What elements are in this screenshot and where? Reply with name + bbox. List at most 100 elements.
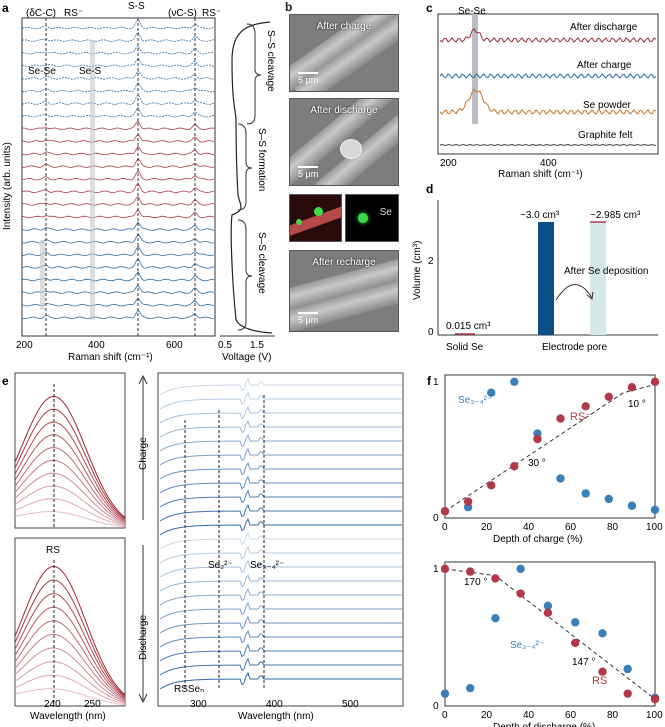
data-point [650, 505, 660, 515]
data-point [627, 383, 637, 392]
raman-trace [21, 245, 215, 257]
raman-trace [21, 106, 215, 118]
raman-trace [21, 182, 215, 194]
panel-e-right-xtick-400: 400 [266, 699, 283, 710]
series-label: Se₃₋₄²⁻ [510, 640, 544, 651]
panel-e-rssen-label: RSSeₙ [174, 684, 204, 695]
stage-label-3: S–S cleavage [256, 232, 267, 294]
x-tick-label: 20 [481, 710, 493, 721]
panel-a-traces [21, 18, 215, 320]
uv-curve [14, 447, 126, 523]
sem-label: After charge [316, 21, 372, 32]
y-tick-label: 1 [433, 377, 439, 388]
y-tick-label: 1 [433, 564, 439, 575]
data-point [623, 664, 632, 674]
eds-se-map: Se [345, 194, 399, 242]
se-s-highlight [90, 40, 95, 320]
raman-trace [21, 271, 214, 282]
raman-trace [21, 284, 215, 294]
label-rs-1: RS⁻ [64, 8, 83, 19]
panel-b: b After charge 5 μm After discharge 5 μm… [285, 0, 400, 340]
data-point [543, 608, 553, 617]
panel-letter-e: e [2, 374, 9, 388]
x-tick-label: 80 [607, 522, 619, 533]
bar-label-pore: ~3.0 cm³ [520, 210, 560, 221]
se-particle [340, 139, 362, 159]
panel-e-left-xtick-240: 240 [44, 699, 61, 710]
uv-curve [14, 472, 126, 525]
raman-trace [21, 145, 215, 156]
x-tick-label: 100 [646, 710, 663, 721]
eds-overlay-image [289, 194, 342, 242]
x-tick-label: 0 [442, 710, 448, 721]
panel-c-trace-graphite-felt [439, 143, 656, 147]
sem-scale-bar: 5 μm [298, 312, 319, 325]
eds-se-label: Se [379, 207, 392, 218]
uv-spectrum [159, 671, 402, 690]
eds-se-dot [314, 207, 323, 216]
panel-a-xtick-200: 200 [16, 340, 33, 351]
panel-c-xlabel: Raman shift (cm⁻¹) [498, 169, 583, 180]
stage-label-1: S–S cleavage [265, 30, 276, 92]
raman-trace [21, 157, 215, 168]
panel-e-left-xtick-250: 250 [84, 699, 101, 710]
bracket-3 [237, 219, 253, 331]
uv-curve [14, 593, 126, 698]
panel-d-ylabel: Volume (cm³) [412, 241, 423, 300]
uv-curve [14, 633, 126, 701]
panel-c-legend-after-discharge: After discharge [570, 22, 638, 33]
uv-spectrum [159, 419, 402, 438]
deposition-arrow [555, 284, 593, 301]
panel-c-legend-after-charge: After charge [577, 60, 632, 71]
data-point [516, 589, 525, 598]
panel-e-left-xlabel: Wavelength (nm) [30, 711, 106, 722]
scatter-frame [444, 561, 656, 707]
panel-d-ytick-0: 0 [428, 327, 434, 338]
data-point [581, 402, 590, 411]
x-axis-label: Depth of charge (%) [493, 534, 583, 545]
data-point [466, 567, 475, 576]
raman-trace [21, 18, 215, 30]
raman-trace [21, 169, 215, 181]
angle-label: 147 ° [572, 657, 595, 668]
raman-trace [21, 94, 215, 105]
uv-curve [14, 459, 126, 524]
x-axis-label: Depth of discharge (%) [493, 722, 595, 727]
uv-spectrum [159, 377, 402, 396]
uv-curve [14, 688, 126, 706]
uv-curve [14, 674, 126, 705]
data-point [491, 574, 500, 583]
bracket-1 [246, 23, 262, 125]
uv-spectrum [159, 657, 402, 676]
panel-a-xlabel: Raman shift (cm⁻¹) [68, 352, 153, 363]
panel-c-sese-band [472, 14, 478, 124]
panel-a-xtick-400: 400 [88, 340, 105, 351]
data-point [581, 489, 590, 498]
raman-trace [21, 57, 215, 68]
raman-trace [21, 257, 215, 269]
data-point [623, 689, 632, 698]
x-tick-label: 40 [523, 522, 535, 533]
raman-trace [21, 133, 215, 143]
panel-c-trace-after-charge [439, 72, 657, 80]
eds-se-dot [358, 213, 368, 223]
x-tick-label: 60 [565, 710, 577, 721]
uv-spectrum [159, 629, 402, 648]
panel-e-left-upper-curves [14, 395, 126, 528]
uv-spectrum [159, 531, 402, 550]
panel-letter-f: f [427, 374, 432, 388]
series-label: Se₃₋₄²⁻ [458, 395, 492, 406]
panel-d-ytick-2: 2 [428, 256, 434, 267]
sem-scale-bar: 5 μm [298, 72, 319, 85]
data-point [571, 618, 580, 627]
data-point [510, 462, 519, 471]
uv-spectrum [159, 615, 402, 634]
uv-spectrum [159, 475, 402, 494]
data-point [466, 683, 475, 693]
raman-trace [21, 309, 215, 320]
panel-e-left-lower-frame [14, 537, 126, 707]
eds-se-dot [296, 219, 302, 225]
category-solid-se: Solid Se [446, 342, 484, 353]
